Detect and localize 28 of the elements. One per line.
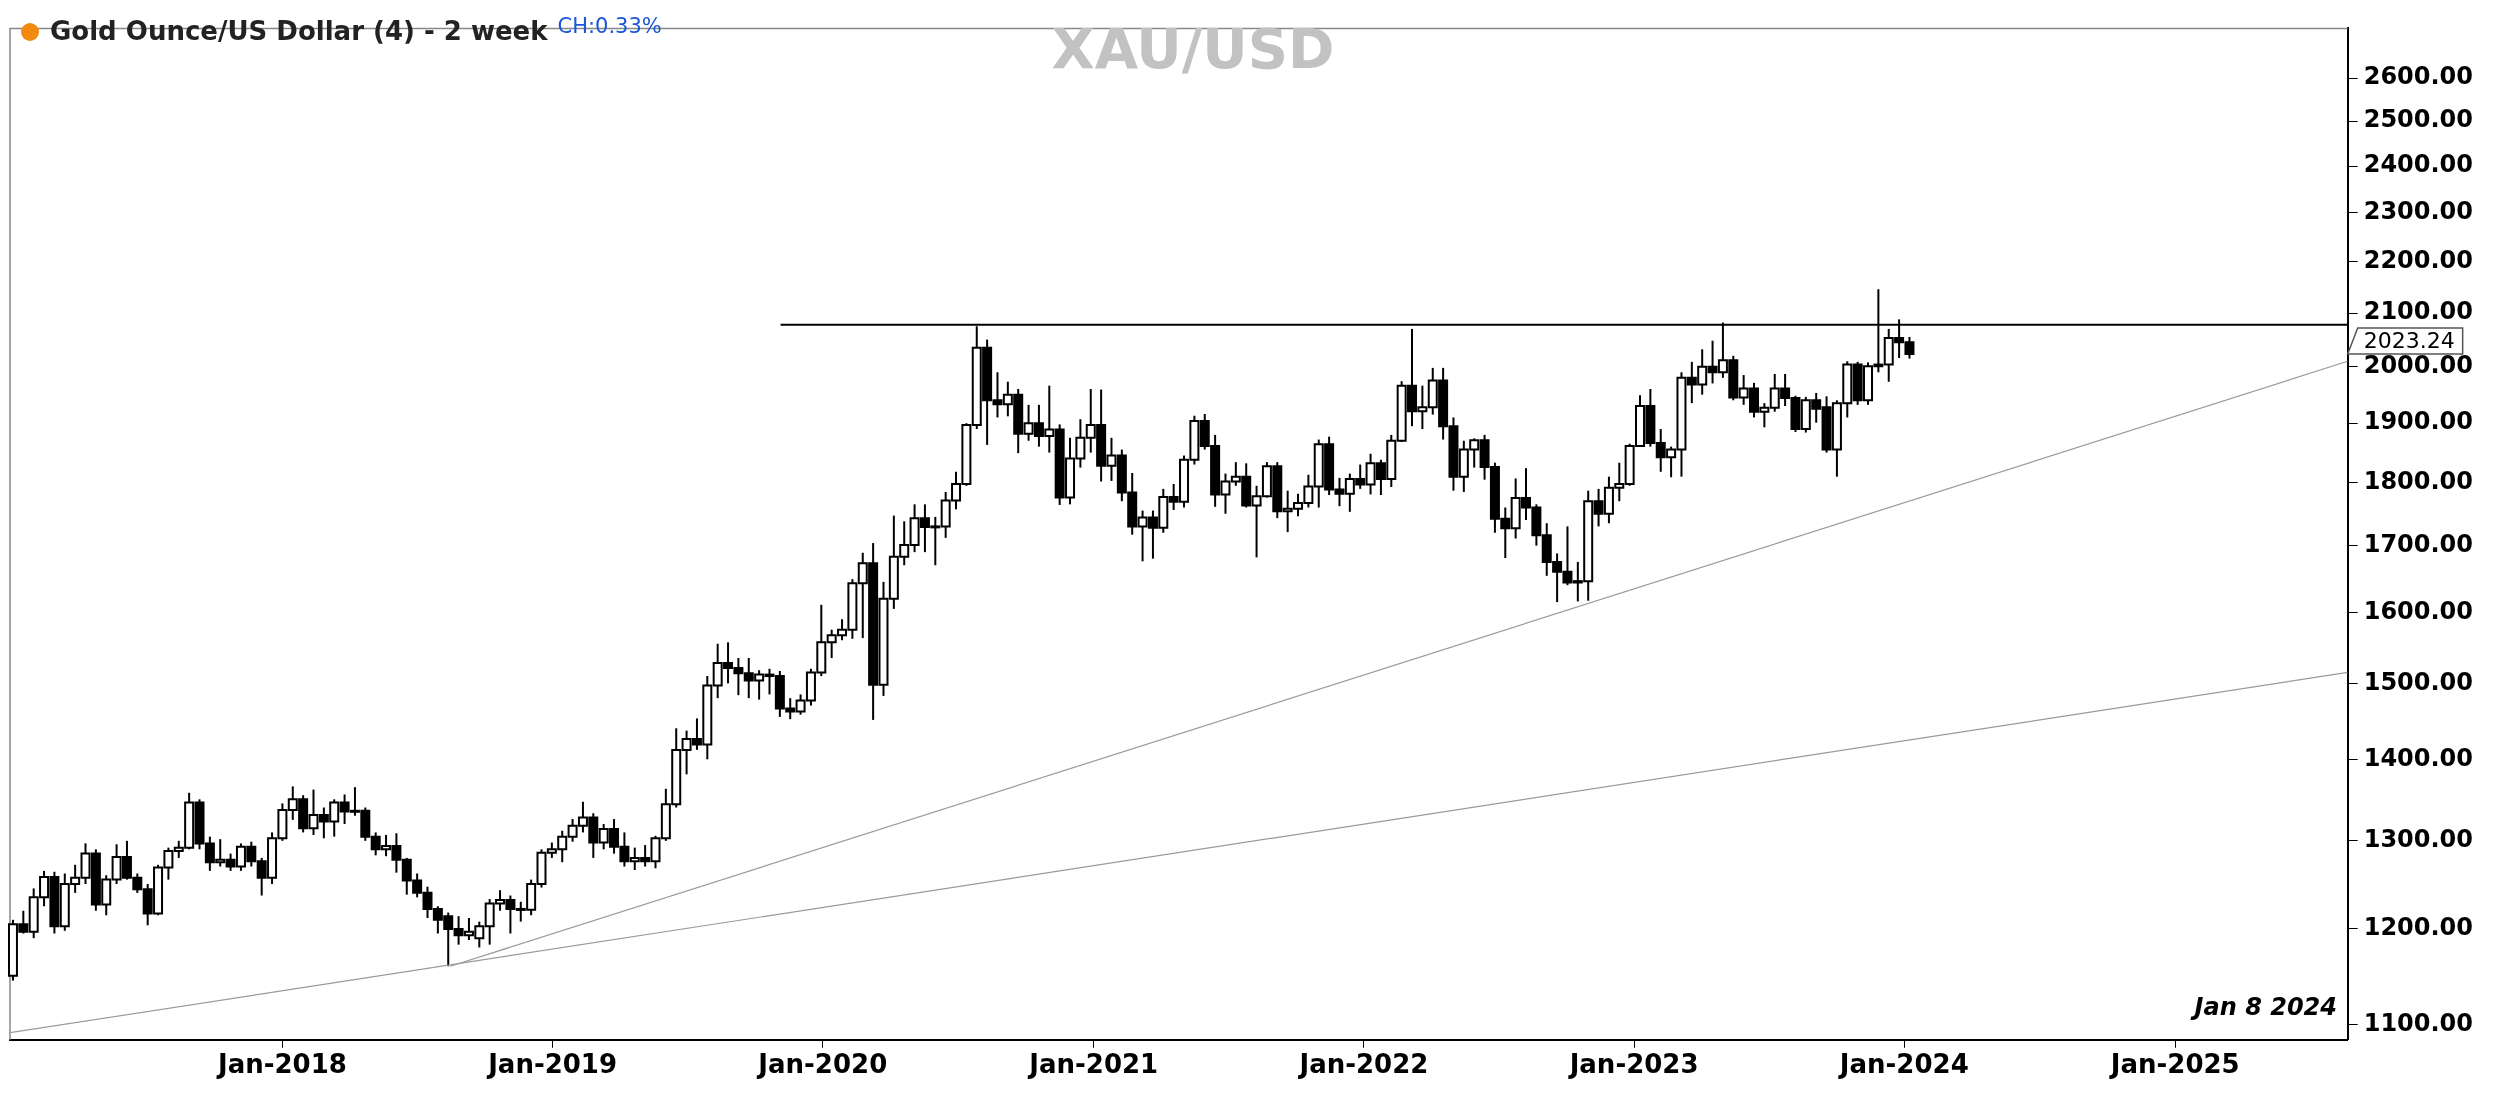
annotation: CH:0.33%	[557, 14, 662, 38]
y-tick-label: 1900.00	[2363, 407, 2473, 436]
text: 2023.24	[2363, 327, 2455, 353]
x-tick-label: Jan-2021	[1027, 1049, 1159, 1080]
y-tick-label: 1600.00	[2363, 596, 2473, 625]
y-tick-label: 1300.00	[2363, 825, 2473, 854]
y-tick-label: 2400.00	[2363, 150, 2473, 179]
y-tick-label: 1500.00	[2363, 667, 2473, 696]
x-tick-label: Jan-2018	[215, 1049, 347, 1080]
y-tick-label: 2500.00	[2363, 105, 2473, 134]
y-tick-label: 1700.00	[2363, 529, 2473, 558]
y-tick-label: 1100.00	[2363, 1008, 2473, 1037]
x-tick-label: Jan-2024	[1837, 1049, 1969, 1080]
chart-title: XAU/USD	[1051, 16, 1335, 81]
y-tick-label: 2300.00	[2363, 197, 2473, 226]
y-tick-label: 2600.00	[2363, 62, 2473, 91]
chart-subtitle: Gold Ounce/US Dollar (4) - 2 week	[50, 16, 548, 46]
x-tick-label: Jan-2025	[2108, 1049, 2240, 1080]
x-tick-label: Jan-2019	[486, 1049, 618, 1080]
y-tick-label: 1200.00	[2363, 913, 2473, 942]
x-tick-label: Jan-2020	[756, 1049, 888, 1080]
x-tick-label: Jan-2023	[1567, 1049, 1699, 1080]
y-tick-label: 2200.00	[2363, 246, 2473, 275]
y-tick-label: 1400.00	[2363, 743, 2473, 772]
y-tick-label: 2100.00	[2363, 297, 2473, 326]
y-tick-label: 1800.00	[2363, 466, 2473, 495]
x-tick-label: Jan-2022	[1297, 1049, 1429, 1080]
y-tick-label: 2000.00	[2363, 351, 2473, 380]
